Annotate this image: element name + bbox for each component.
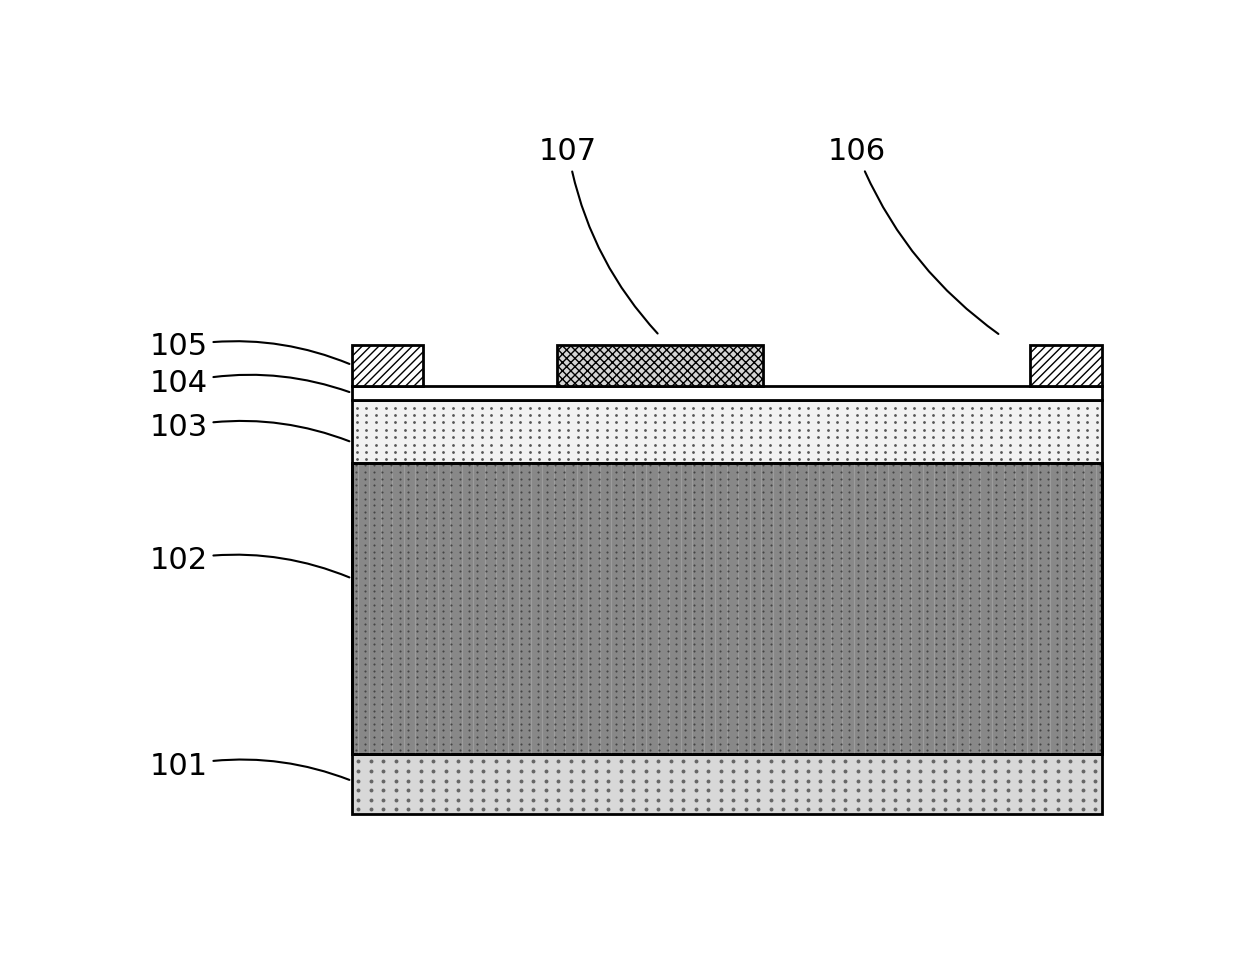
Bar: [352, 463, 1101, 753]
Text: 104: 104: [150, 369, 350, 398]
Bar: [352, 345, 423, 385]
Bar: [1030, 345, 1101, 385]
Bar: [352, 463, 1101, 753]
Text: 102: 102: [150, 546, 350, 577]
Text: 101: 101: [150, 751, 350, 781]
Text: 105: 105: [150, 332, 350, 364]
Text: 103: 103: [150, 413, 350, 442]
Bar: [352, 401, 1101, 463]
Text: 107: 107: [539, 137, 657, 334]
Bar: [352, 753, 1101, 815]
Bar: [352, 385, 1101, 401]
Bar: [557, 345, 764, 385]
Text: 106: 106: [827, 137, 998, 334]
